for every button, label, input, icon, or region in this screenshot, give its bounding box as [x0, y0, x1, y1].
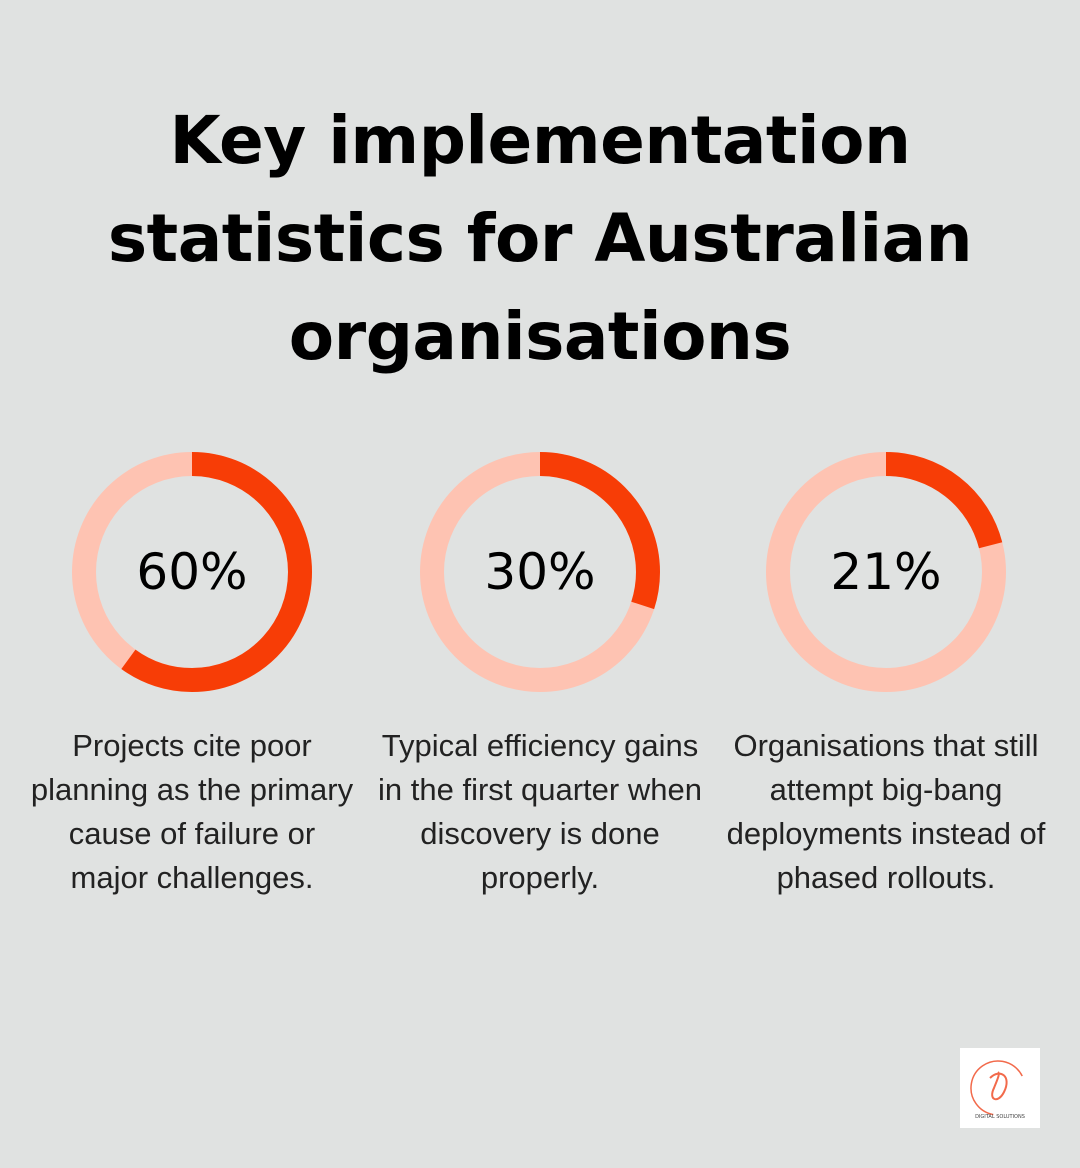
donut-chart-2	[420, 452, 660, 692]
donut-value-arc	[72, 452, 312, 692]
donut-value-arc	[420, 452, 660, 692]
stat-description: Projects cite poor planning as the prima…	[30, 728, 354, 895]
donut-value-label: 30%	[484, 543, 596, 601]
stat-card-2: 30%	[390, 450, 690, 694]
stat-description: Typical efficiency gains in the first qu…	[378, 728, 702, 895]
donut-value-label: 60%	[136, 543, 248, 601]
svg-text:DIGITAL SOLUTIONS: DIGITAL SOLUTIONS	[975, 1114, 1025, 1120]
stat-description: Organisations that still attempt big-ban…	[726, 728, 1046, 895]
donut-value-arc	[766, 452, 1006, 692]
stat-card-3: 21%	[736, 450, 1036, 694]
donut-chart-1	[72, 452, 312, 692]
donut-value-label: 21%	[830, 543, 942, 601]
stat-card-1: 60%	[42, 450, 342, 694]
company-logo: DIGITAL SOLUTIONS	[960, 1048, 1040, 1128]
page-title: Key implementation statistics for Austra…	[107, 102, 973, 375]
donut-chart-3	[766, 452, 1006, 692]
